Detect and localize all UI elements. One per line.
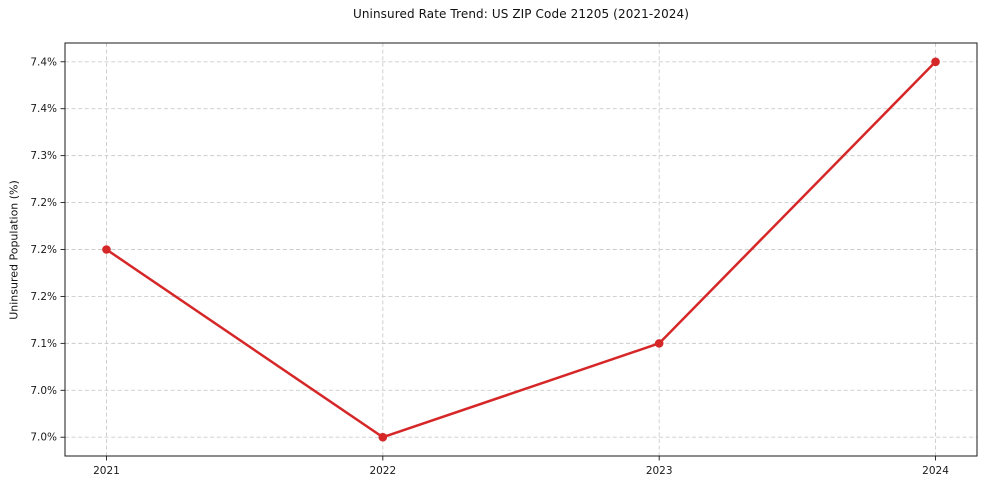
x-tick-label: 2021 xyxy=(93,465,120,477)
x-tick-label: 2024 xyxy=(922,465,949,477)
y-tick-label: 7.2% xyxy=(30,244,57,256)
y-tick-label: 7.2% xyxy=(30,291,57,303)
data-line xyxy=(105,60,937,439)
data-point xyxy=(102,245,111,254)
y-tick-label: 7.0% xyxy=(30,385,57,397)
data-point xyxy=(654,339,664,348)
y-tick-label: 7.4% xyxy=(30,103,57,115)
x-tick-label: 2022 xyxy=(369,465,396,477)
data-point xyxy=(378,432,388,442)
y-tick-label: 7.0% xyxy=(30,432,57,444)
data-point xyxy=(931,57,940,67)
chart-title: Uninsured Rate Trend: US ZIP Code 21205 … xyxy=(352,7,690,21)
y-tick-label: 7.1% xyxy=(30,338,57,350)
y-tick-label: 7.2% xyxy=(30,197,57,209)
x-tick-label: 2023 xyxy=(646,465,673,477)
y-tick-label: 7.3% xyxy=(30,150,57,162)
y-tick-label: 7.4% xyxy=(30,56,57,68)
